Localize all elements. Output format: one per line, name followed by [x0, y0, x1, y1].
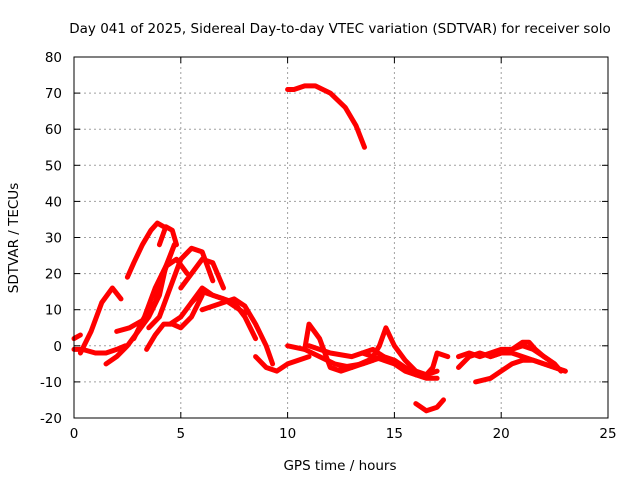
series-line-trace-14: [199, 296, 276, 367]
series-line-trace-6: [124, 220, 167, 280]
y-tick-label: 70: [45, 86, 62, 102]
y-tick-label: 20: [45, 267, 62, 283]
series-line-trace-22: [370, 325, 436, 378]
x-tick-label: 10: [279, 426, 296, 442]
series-line-trace-23: [430, 350, 451, 370]
y-tick-label: 0: [53, 339, 62, 355]
series-line-trace-9: [146, 245, 216, 331]
x-tick-label: 0: [70, 426, 79, 442]
y-tick-label: 40: [45, 194, 62, 210]
chart-title: Day 041 of 2025, Sidereal Day-to-day VTE…: [69, 21, 610, 37]
x-tick-label: 15: [386, 426, 403, 442]
series-line-trace-20: [338, 354, 440, 381]
x-axis-label: GPS time / hours: [283, 458, 396, 474]
y-axis-label: SDTVAR / TECUs: [6, 183, 22, 293]
series-line-trace-2: [71, 332, 83, 342]
y-tick-label: 80: [45, 50, 62, 66]
y-tick-label: -10: [40, 375, 62, 391]
y-tick-label: 30: [45, 231, 62, 247]
series-line-trace-7: [156, 224, 179, 248]
x-tick-label: 20: [493, 426, 510, 442]
x-tick-label: 25: [599, 426, 616, 442]
y-tick-label: 10: [45, 303, 62, 319]
series-line-trace-24: [413, 397, 446, 414]
series-line-trace-29: [509, 339, 558, 367]
series-line-trace-13: [189, 285, 259, 342]
series-line-trace-16: [285, 83, 367, 150]
x-tick-label: 5: [177, 426, 186, 442]
series-line-trace-3: [77, 285, 124, 356]
axis-ticks: 0 5 10 15 20 25 -20 -10 0 10 20 30 40 50 60 70 80: [40, 50, 617, 442]
series-line-trace-11: [178, 256, 226, 291]
y-tick-label: -20: [40, 411, 62, 427]
y-tick-label: 50: [45, 158, 62, 174]
series-layer: [71, 83, 568, 414]
series-line-trace-28: [488, 350, 568, 374]
series-line-trace-15: [253, 354, 312, 374]
y-tick-label: 60: [45, 122, 62, 138]
